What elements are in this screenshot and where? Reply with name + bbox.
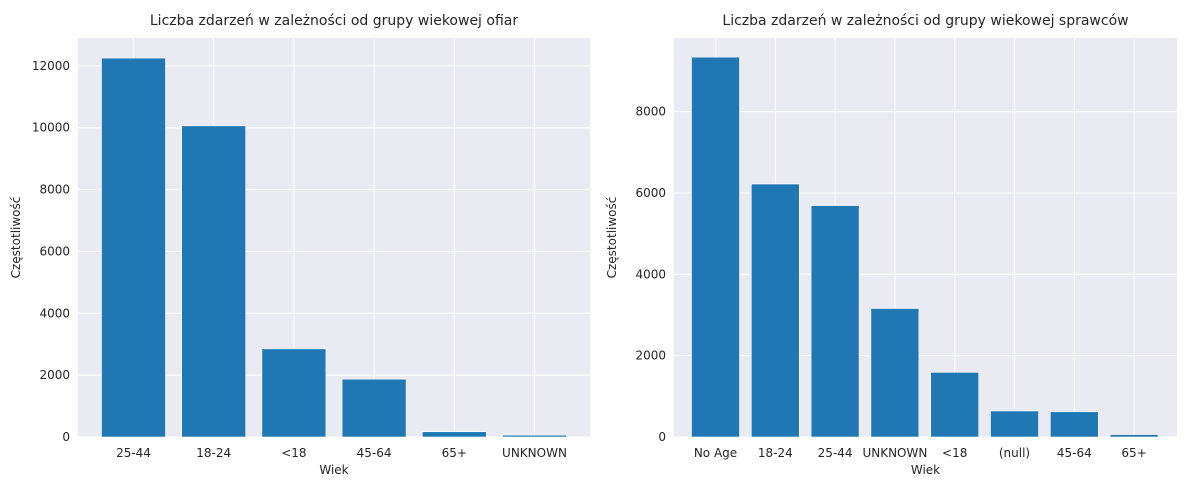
bar-2544 [810, 205, 860, 438]
bar-65 [421, 431, 487, 438]
bar-noage [691, 56, 740, 438]
bar-18 [930, 372, 980, 438]
bar-65 [1109, 434, 1159, 438]
x-tick-label: 18-24 [196, 446, 231, 460]
plot-background [674, 38, 1177, 437]
y-tick-label: 0 [658, 430, 666, 444]
x-tick-label: 45-64 [357, 446, 392, 460]
chart-panel-1: 0 2000 4000 6000 8000 10000 12000 25-44 18-24 <18… [9, 13, 590, 477]
bar-4564 [341, 378, 407, 438]
y-tick-label: 8000 [39, 183, 70, 197]
y-tick-label: 10000 [32, 121, 70, 135]
y-tick-label: 4000 [635, 267, 666, 281]
bar-18 [261, 348, 327, 438]
chart-panel-2: 0 2000 4000 6000 8000 No Age 18-24 25-44 UNKNOWN… [605, 13, 1177, 477]
bar-2544 [101, 57, 166, 438]
y-tick-label: 2000 [39, 368, 70, 382]
y-tick-label: 0 [62, 430, 70, 444]
y-tick-label: 8000 [635, 105, 666, 119]
chart-title: Liczba zdarzeń w zależności od grupy wie… [150, 13, 518, 29]
x-tick-label: <18 [942, 446, 967, 460]
chart-title: Liczba zdarzeń w zależności od grupy wie… [722, 13, 1128, 29]
x-tick-label: 25-44 [818, 446, 853, 460]
x-tick-label: <18 [281, 446, 306, 460]
y-tick-label: 12000 [32, 59, 70, 73]
bar-null [990, 410, 1039, 438]
x-tick-label: 65+ [442, 446, 467, 460]
x-tick-label: No Age [694, 446, 737, 460]
x-tick-label: 25-44 [116, 446, 151, 460]
y-tick-label: 4000 [39, 306, 70, 320]
bar-1824 [181, 125, 246, 438]
x-axis-label: Wiek [319, 463, 348, 477]
x-tick-label: 65+ [1121, 446, 1146, 460]
x-tick-label: 18-24 [758, 446, 793, 460]
y-tick-label: 6000 [39, 244, 70, 258]
bar-1824 [750, 183, 800, 438]
x-tick-label: UNKNOWN [502, 446, 567, 460]
bar-4564 [1050, 411, 1099, 438]
x-tick-label: (null) [999, 446, 1030, 460]
y-axis-label: Częstotliwość [9, 197, 23, 279]
x-tick-label: 45-64 [1057, 446, 1092, 460]
y-axis-label: Częstotliwość [605, 197, 619, 279]
y-tick-label: 2000 [635, 349, 666, 363]
bar-unknown [870, 308, 920, 438]
x-tick-label: UNKNOWN [862, 446, 927, 460]
x-axis-label: Wiek [911, 463, 940, 477]
bar-unknown [502, 434, 567, 438]
y-tick-label: 6000 [635, 186, 666, 200]
